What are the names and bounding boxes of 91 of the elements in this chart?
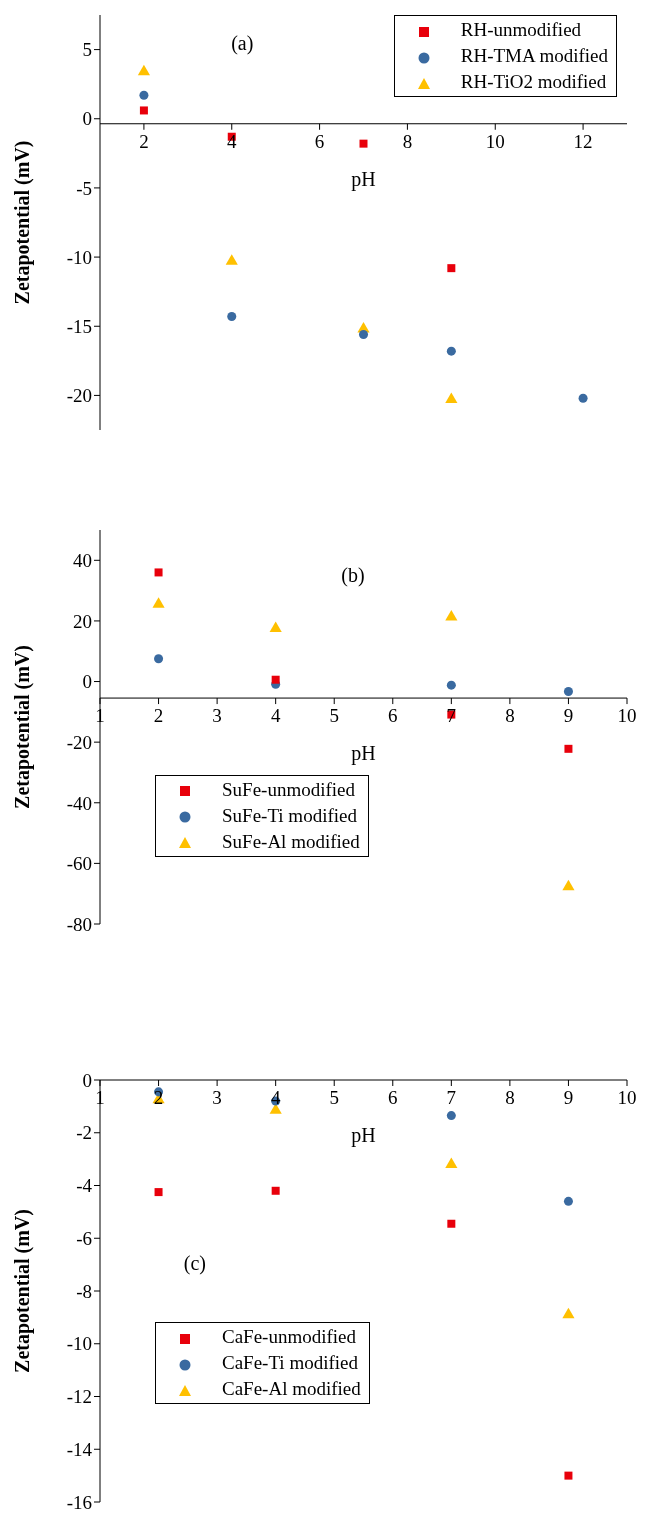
point — [563, 687, 573, 697]
x-axis-title: pH — [351, 167, 376, 191]
y-tick-label: -10 — [66, 1333, 92, 1355]
point — [227, 312, 237, 322]
x-tick-label: 3 — [212, 705, 222, 727]
x-tick-label: 2 — [153, 705, 164, 727]
point — [154, 654, 164, 664]
x-tick-label: 6 — [314, 130, 325, 152]
point — [154, 568, 163, 577]
point — [447, 264, 456, 273]
legend-label: SuFe-Al modified — [222, 830, 360, 852]
point — [564, 1471, 573, 1480]
x-tick-label: 10 — [617, 705, 637, 727]
y-tick-label: -2 — [76, 1122, 92, 1144]
x-tick-label: 3 — [212, 1087, 222, 1108]
point — [446, 1111, 456, 1121]
y-tick-label: -20 — [66, 385, 92, 407]
x-tick-label: 9 — [563, 1087, 574, 1108]
legend-label: SuFe-unmodified — [222, 778, 355, 800]
point — [578, 393, 588, 403]
text: (a) — [231, 31, 254, 55]
point — [447, 1219, 456, 1228]
point — [139, 90, 149, 100]
text: (b) — [341, 564, 365, 588]
x-tick-label: 7 — [446, 1087, 457, 1108]
legend-label: RH-unmodified — [460, 19, 582, 40]
point — [137, 64, 150, 76]
y-tick-label: -10 — [66, 246, 92, 268]
point — [563, 1196, 573, 1206]
y-tick-label: 0 — [82, 108, 92, 130]
point — [359, 139, 368, 148]
point — [446, 680, 456, 690]
legend-label: SuFe-Ti modified — [222, 804, 357, 826]
point — [154, 1188, 163, 1197]
x-tick-label: 4 — [270, 705, 281, 727]
x-tick-label: 6 — [388, 705, 398, 727]
y-tick-label: -8 — [76, 1280, 92, 1302]
x-axis-title: pH — [351, 742, 376, 766]
point — [358, 330, 369, 340]
y-tick-label: 40 — [73, 550, 92, 572]
x-tick-label: 8 — [402, 130, 413, 152]
y-axis-title: Zetapotential (mV) — [11, 140, 35, 305]
point — [139, 106, 148, 115]
y-tick-label: 0 — [82, 671, 92, 693]
y-axis-title: Zetapotential (mV) — [11, 645, 35, 809]
x-tick-label: 5 — [329, 1087, 339, 1108]
x-tick-label: 1 — [95, 705, 105, 727]
point — [446, 346, 456, 356]
y-tick-label: -80 — [66, 913, 92, 935]
point — [445, 1157, 458, 1168]
x-tick-label: 5 — [329, 705, 339, 727]
x-axis-title: pH — [351, 1124, 376, 1147]
legend-label: RH-TMA modified — [460, 45, 608, 66]
point — [564, 744, 573, 753]
x-tick-label: 1 — [95, 1087, 105, 1108]
text: (c) — [183, 1252, 206, 1276]
point — [445, 392, 458, 404]
x-tick-label: 10 — [485, 130, 505, 152]
legend-label: CaFe-unmodified — [222, 1325, 357, 1347]
legend-label: CaFe-Al modified — [222, 1377, 361, 1399]
y-tick-label: -15 — [66, 315, 92, 337]
y-tick-label: -4 — [76, 1175, 93, 1197]
y-axis-title: Zetapotential (mV) — [11, 1209, 35, 1373]
y-tick-label: -40 — [66, 792, 92, 814]
point — [271, 675, 280, 684]
point — [445, 609, 458, 621]
point — [271, 1186, 280, 1195]
legend-label: RH-TiO2 modified — [460, 71, 607, 92]
y-tick-label: -5 — [76, 177, 92, 199]
x-tick-label: 6 — [388, 1087, 398, 1108]
point — [152, 597, 165, 608]
x-tick-label: 10 — [617, 1087, 637, 1108]
point — [225, 254, 238, 265]
point — [562, 1307, 575, 1319]
y-tick-label: -12 — [66, 1386, 92, 1408]
y-tick-label: 0 — [82, 1069, 92, 1091]
y-tick-label: -16 — [66, 1491, 92, 1513]
y-tick-label: -6 — [76, 1227, 92, 1249]
x-tick-label: 8 — [505, 1087, 515, 1108]
y-tick-label: -20 — [66, 731, 92, 753]
x-tick-label: 2 — [139, 130, 149, 152]
y-tick-label: -60 — [66, 853, 92, 875]
x-tick-label: 12 — [573, 130, 593, 152]
x-tick-label: 9 — [563, 705, 574, 727]
x-tick-label: 8 — [505, 705, 515, 727]
point — [562, 879, 575, 891]
legend-label: CaFe-Ti modified — [222, 1351, 358, 1373]
y-tick-label: -14 — [66, 1438, 93, 1460]
y-tick-label: 20 — [73, 610, 92, 632]
point — [269, 621, 282, 633]
y-tick-label: 5 — [82, 39, 92, 61]
